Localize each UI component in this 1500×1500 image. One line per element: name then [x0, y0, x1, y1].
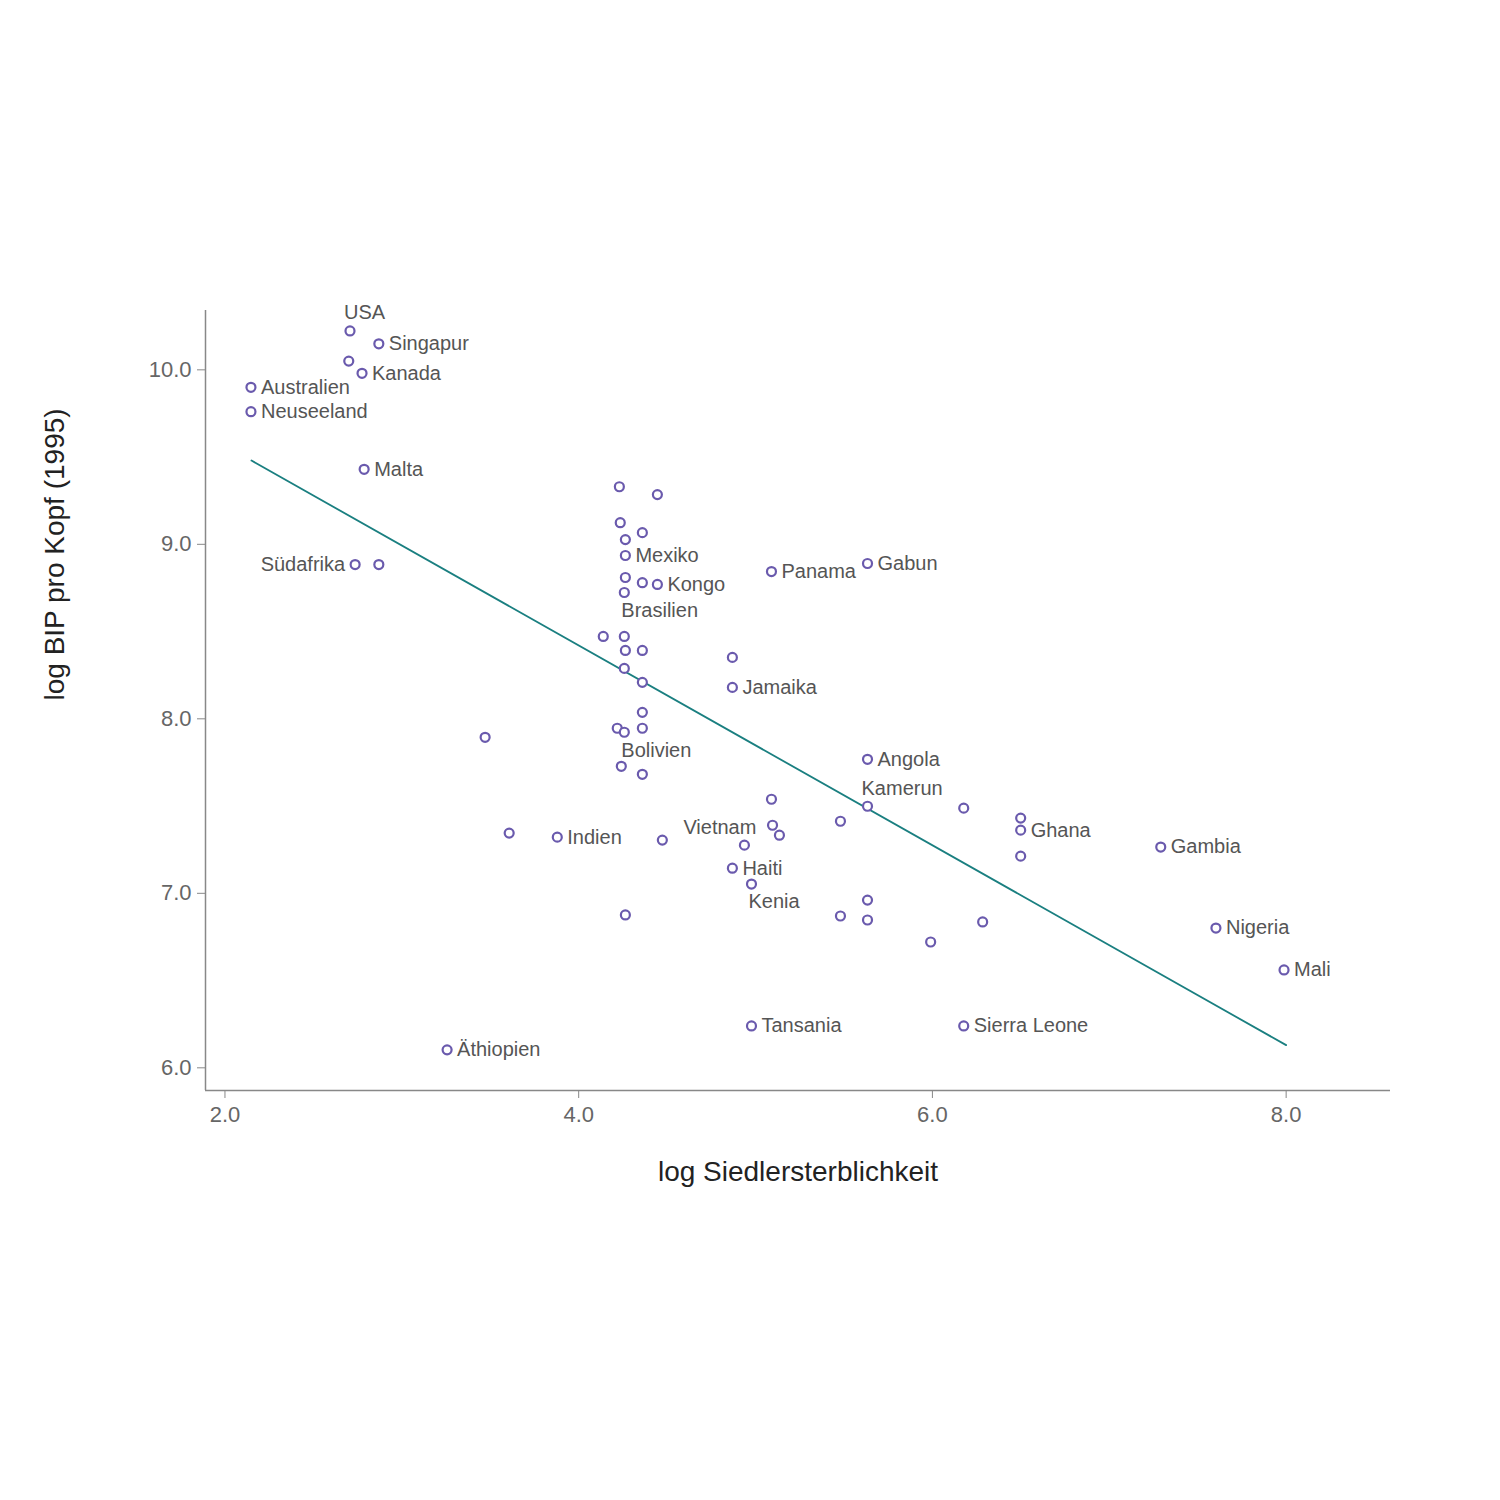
svg-text:Kongo: Kongo [667, 573, 725, 595]
svg-text:Bolivien: Bolivien [621, 739, 691, 761]
svg-text:Kamerun: Kamerun [862, 777, 943, 799]
svg-text:Gabun: Gabun [878, 552, 938, 574]
svg-text:4.0: 4.0 [563, 1102, 594, 1127]
svg-text:8.0: 8.0 [1271, 1102, 1302, 1127]
svg-text:6.0: 6.0 [161, 1055, 192, 1080]
svg-text:Brasilien: Brasilien [621, 599, 698, 621]
svg-text:Haiti: Haiti [742, 857, 782, 879]
svg-text:Indien: Indien [567, 826, 622, 848]
svg-text:USA: USA [344, 301, 386, 323]
svg-text:Jamaika: Jamaika [742, 676, 817, 698]
svg-text:6.0: 6.0 [917, 1102, 948, 1127]
svg-text:Australien: Australien [261, 376, 350, 398]
svg-text:Südafrika: Südafrika [261, 553, 346, 575]
svg-text:9.0: 9.0 [161, 531, 192, 556]
svg-text:Angola: Angola [878, 748, 941, 770]
svg-text:Mexiko: Mexiko [635, 544, 698, 566]
svg-text:Malta: Malta [374, 458, 424, 480]
svg-text:Tansania: Tansania [761, 1014, 842, 1036]
svg-text:Mali: Mali [1294, 958, 1331, 980]
svg-text:2.0: 2.0 [210, 1102, 241, 1127]
svg-text:log Siedlersterblichkeit: log Siedlersterblichkeit [658, 1156, 938, 1187]
svg-text:Singapur: Singapur [389, 332, 469, 354]
svg-text:7.0: 7.0 [161, 880, 192, 905]
svg-text:Neuseeland: Neuseeland [261, 400, 368, 422]
svg-text:Gambia: Gambia [1171, 835, 1242, 857]
svg-text:Kenia: Kenia [748, 890, 800, 912]
svg-text:10.0: 10.0 [149, 357, 192, 382]
svg-text:log BIP pro Kopf (1995): log BIP pro Kopf (1995) [39, 408, 70, 700]
svg-text:Sierra Leone: Sierra Leone [974, 1014, 1089, 1036]
svg-text:Kanada: Kanada [372, 362, 442, 384]
svg-text:8.0: 8.0 [161, 706, 192, 731]
svg-text:Ghana: Ghana [1031, 819, 1092, 841]
svg-text:Vietnam: Vietnam [683, 816, 756, 838]
svg-text:Nigeria: Nigeria [1226, 916, 1290, 938]
svg-text:Äthiopien: Äthiopien [457, 1038, 540, 1060]
svg-text:Panama: Panama [781, 560, 856, 582]
